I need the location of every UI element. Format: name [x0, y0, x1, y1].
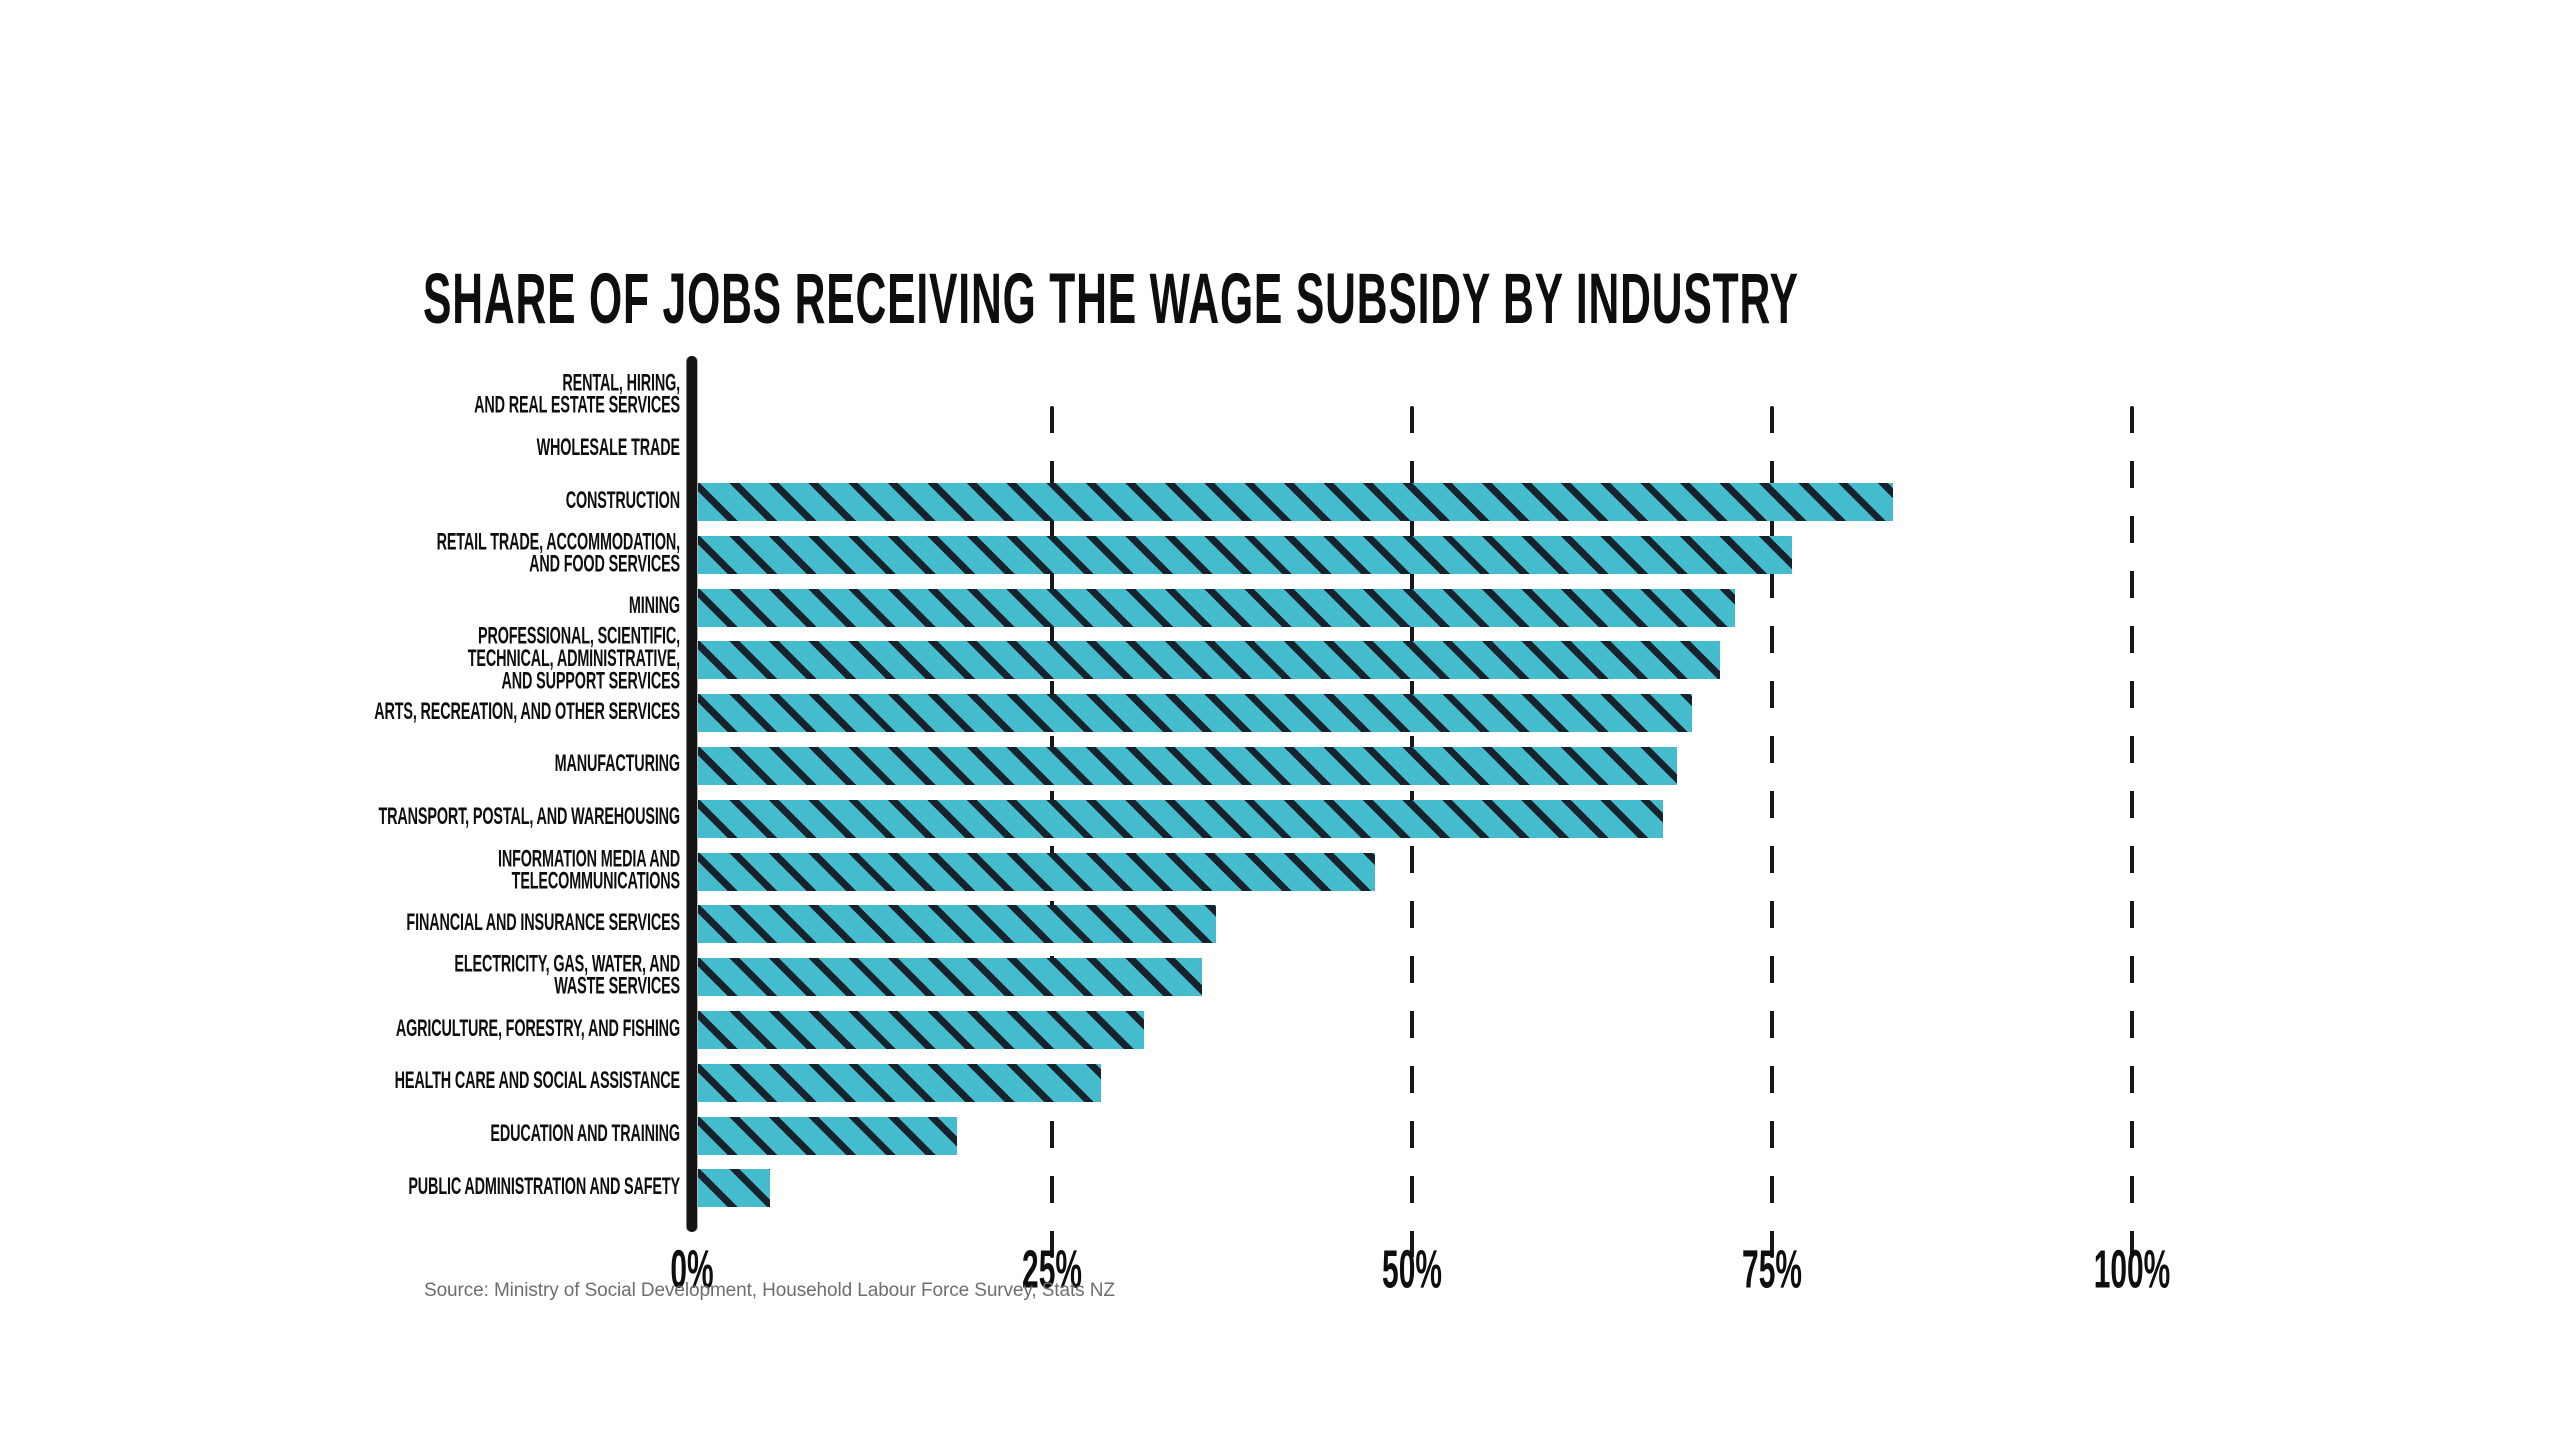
x-axis-tick-label: 50% — [1382, 1240, 1442, 1300]
bar — [698, 905, 1216, 943]
bar — [698, 641, 1720, 679]
gridline-75 — [1770, 406, 1774, 1258]
category-label: TRANSPORT, POSTAL, AND WAREHOUSING — [378, 803, 680, 830]
category-label: INFORMATION MEDIA AND TELECOMMUNICATIONS — [497, 846, 680, 895]
bar — [698, 536, 1792, 574]
category-label: MINING — [628, 592, 680, 619]
x-axis-tick-label: 25% — [1022, 1240, 1082, 1300]
y-axis-line — [687, 356, 697, 1232]
category-label: EDUCATION AND TRAINING — [490, 1120, 680, 1147]
x-axis-tick-label: 0% — [670, 1240, 714, 1300]
bar — [698, 1064, 1101, 1102]
bar — [698, 589, 1735, 627]
category-label: ARTS, RECREATION, AND OTHER SERVICES — [374, 698, 680, 725]
category-label: AGRICULTURE, FORESTRY, AND FISHING — [395, 1015, 680, 1042]
bar — [698, 958, 1202, 996]
bar — [698, 694, 1692, 732]
gridline-100 — [2130, 406, 2134, 1258]
category-label: CONSTRUCTION — [565, 487, 680, 514]
bar — [698, 853, 1375, 891]
category-label: FINANCIAL AND INSURANCE SERVICES — [406, 909, 680, 936]
x-axis-tick-label: 75% — [1742, 1240, 1802, 1300]
bar — [698, 800, 1663, 838]
bar — [698, 483, 1893, 521]
category-label: PUBLIC ADMINISTRATION AND SAFETY — [408, 1173, 680, 1200]
chart-title: SHARE OF JOBS RECEIVING THE WAGE SUBSIDY… — [423, 259, 1799, 340]
category-label: WHOLESALE TRADE — [536, 434, 681, 461]
x-axis-tick-label: 100% — [2093, 1240, 2171, 1300]
source-note: Source: Ministry of Social Development, … — [424, 1280, 1115, 1301]
category-label: MANUFACTURING — [554, 750, 680, 777]
category-label: PROFESSIONAL, SCIENTIFIC, TECHNICAL, ADMI… — [467, 623, 680, 695]
category-label: RETAIL TRADE, ACCOMMODATION, AND FOOD SER… — [436, 529, 681, 578]
category-label: ELECTRICITY, GAS, WATER, AND WASTE SERVIC… — [454, 951, 680, 1000]
bar — [698, 747, 1677, 785]
bar — [698, 1169, 770, 1207]
category-label: HEALTH CARE AND SOCIAL ASSISTANCE — [394, 1067, 681, 1094]
bar — [698, 1011, 1144, 1049]
bar — [698, 1117, 957, 1155]
category-label: RENTAL, HIRING, AND REAL ESTATE SERVICES — [474, 370, 680, 419]
